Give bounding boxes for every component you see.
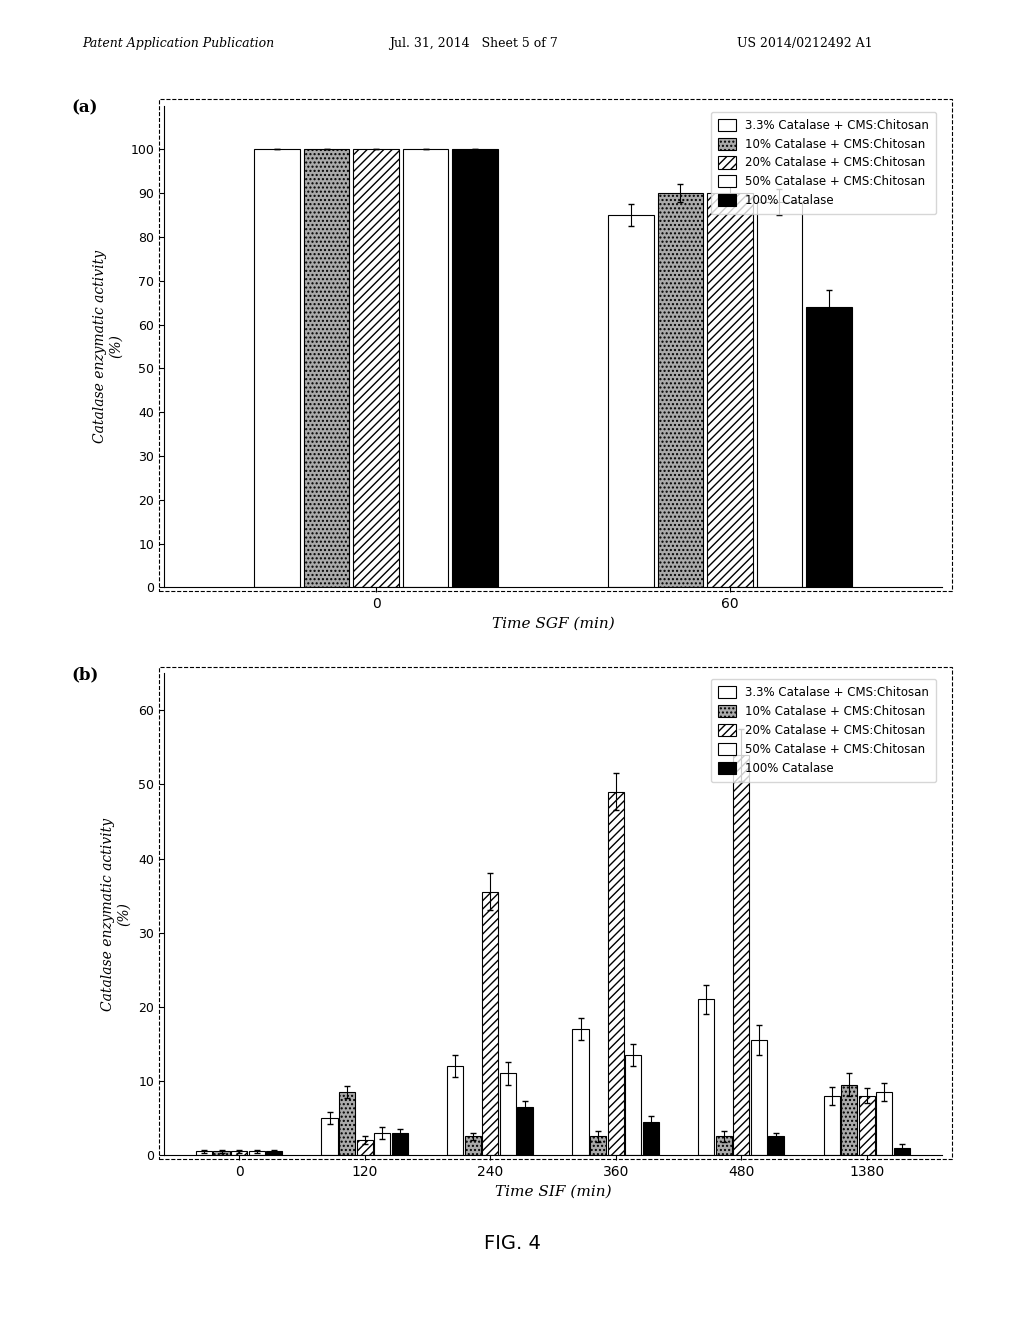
Bar [353, 149, 399, 587]
Bar [768, 1137, 784, 1155]
Bar [374, 1133, 390, 1155]
Y-axis label: Catalase enzymatic activity
(%): Catalase enzymatic activity (%) [101, 817, 131, 1011]
Bar [757, 202, 802, 587]
Bar [339, 1092, 355, 1155]
Bar [266, 1151, 283, 1155]
Bar [249, 1151, 265, 1155]
Legend: 3.3% Catalase + CMS:Chitosan, 10% Catalase + CMS:Chitosan, 20% Catalase + CMS:Ch: 3.3% Catalase + CMS:Chitosan, 10% Catala… [711, 111, 936, 214]
Bar [453, 149, 498, 587]
Bar [751, 1040, 767, 1155]
Text: US 2014/0212492 A1: US 2014/0212492 A1 [737, 37, 872, 50]
Bar [707, 193, 753, 587]
Bar [877, 1092, 893, 1155]
X-axis label: Time SIF (min): Time SIF (min) [495, 1184, 611, 1199]
Bar [500, 1073, 516, 1155]
Bar [482, 892, 499, 1155]
Text: (b): (b) [72, 667, 99, 684]
Bar [608, 215, 653, 587]
Bar [231, 1151, 247, 1155]
Bar [698, 999, 714, 1155]
Bar [733, 755, 750, 1155]
Y-axis label: Catalase enzymatic activity
(%): Catalase enzymatic activity (%) [93, 249, 123, 444]
Bar [607, 792, 624, 1155]
Bar [823, 1096, 840, 1155]
Text: (a): (a) [72, 99, 98, 116]
Bar [859, 1096, 874, 1155]
Bar [716, 1137, 732, 1155]
Legend: 3.3% Catalase + CMS:Chitosan, 10% Catalase + CMS:Chitosan, 20% Catalase + CMS:Ch: 3.3% Catalase + CMS:Chitosan, 10% Catala… [711, 678, 936, 781]
Bar [392, 1133, 408, 1155]
Bar [841, 1085, 857, 1155]
Bar [465, 1137, 480, 1155]
Bar [446, 1067, 463, 1155]
Bar [806, 308, 852, 587]
Bar [213, 1151, 229, 1155]
Bar [572, 1030, 589, 1155]
Bar [590, 1137, 606, 1155]
Bar [356, 1140, 373, 1155]
Bar [304, 149, 349, 587]
Bar [322, 1118, 338, 1155]
Text: Patent Application Publication: Patent Application Publication [82, 37, 274, 50]
Text: FIG. 4: FIG. 4 [483, 1234, 541, 1253]
Bar [402, 149, 449, 587]
Bar [196, 1151, 212, 1155]
Bar [626, 1055, 641, 1155]
Text: Jul. 31, 2014   Sheet 5 of 7: Jul. 31, 2014 Sheet 5 of 7 [389, 37, 558, 50]
Bar [894, 1147, 910, 1155]
Bar [643, 1122, 659, 1155]
X-axis label: Time SGF (min): Time SGF (min) [492, 616, 614, 631]
Bar [254, 149, 300, 587]
Bar [657, 193, 703, 587]
Bar [517, 1106, 534, 1155]
